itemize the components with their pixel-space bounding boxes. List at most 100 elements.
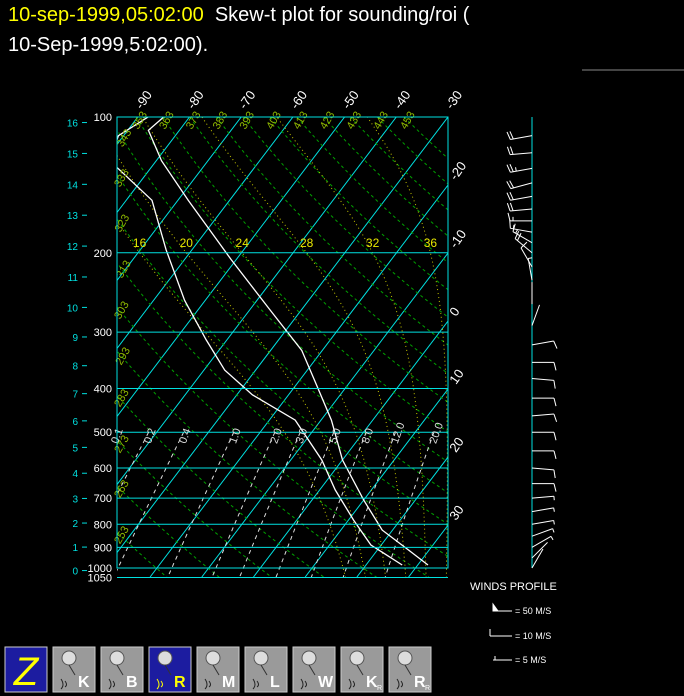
mixing-ratio — [211, 431, 276, 577]
barb-flag — [514, 230, 520, 239]
isotherm-label: -30 — [442, 88, 465, 112]
barb-flag — [507, 212, 511, 222]
barb-flag — [515, 229, 518, 234]
wind-barb — [520, 241, 533, 268]
balloon-icon — [205, 650, 221, 666]
barb-shaft — [531, 535, 552, 548]
balloon-string — [308, 664, 316, 676]
dry-adiabat — [117, 173, 448, 494]
signal-icon — [156, 678, 163, 690]
toolbar-button[interactable]: M — [196, 646, 240, 693]
height-label: 3 — [72, 494, 78, 505]
wind-barb — [531, 519, 555, 525]
mixing-ratio-label: 5.0 — [327, 427, 344, 445]
barb-flag — [553, 520, 555, 525]
toolbar-button[interactable]: Z — [4, 646, 48, 694]
isotherm — [117, 117, 448, 554]
height-label: 15 — [67, 149, 79, 160]
mixing-ratio — [167, 431, 235, 577]
signal-icon — [108, 678, 115, 690]
height-label: 12 — [67, 242, 79, 253]
button-label: R — [174, 674, 186, 691]
dry-adiabat-label: 393 — [238, 110, 258, 132]
barb-shaft — [527, 258, 533, 281]
dry-adiabat — [117, 350, 378, 577]
wind-barb — [506, 191, 533, 201]
barb-flag — [506, 203, 511, 212]
height-label: 7 — [72, 390, 78, 401]
wind-barb — [531, 413, 558, 422]
barb-flag — [553, 507, 555, 512]
dry-adiabat-label: 363 — [157, 110, 177, 132]
moist-adiabat-label: 36 — [424, 236, 438, 250]
balloon-icon — [109, 650, 125, 666]
wind-barb — [514, 230, 533, 254]
barb-shaft — [510, 167, 533, 173]
height-label: 1 — [72, 543, 78, 554]
height-label: 11 — [68, 273, 79, 284]
barb-flag — [553, 380, 556, 389]
toolbar-button[interactable]: R — [148, 646, 192, 693]
isotherm — [117, 117, 397, 486]
balloon-string — [356, 664, 364, 676]
button-bg — [4, 646, 48, 693]
dry-adiabat — [117, 439, 273, 577]
barb-shaft — [531, 377, 554, 381]
mixing-ratio-label: 2.0 — [268, 427, 285, 445]
height-label: 2 — [72, 519, 78, 530]
dry-adiabat-label: 343 — [115, 127, 135, 149]
toolbar-button[interactable]: L — [244, 646, 288, 693]
button-sub: R — [377, 685, 382, 692]
barb-flag — [506, 192, 511, 201]
barb-shaft — [512, 231, 533, 244]
dry-adiabat-label: 453 — [398, 110, 418, 132]
wind-barb — [531, 548, 544, 569]
toolbar-button[interactable]: B — [100, 646, 144, 693]
dry-adiabat — [242, 117, 448, 318]
dry-adiabat-label: 433 — [345, 110, 365, 132]
dry-adiabat — [117, 262, 448, 557]
moist-adiabat-label: 16 — [133, 236, 147, 250]
isotherm — [117, 117, 294, 350]
height-label: 14 — [67, 180, 79, 191]
pressure-label: 1000 — [88, 563, 112, 575]
isotherm-label: 20 — [446, 434, 467, 454]
balloon-string — [404, 664, 412, 676]
legend-pennant — [492, 602, 499, 612]
dry-adiabat-label: 323 — [113, 213, 133, 235]
mixing-ratio — [117, 431, 185, 572]
barb-shaft — [531, 413, 554, 417]
signal-icon — [204, 678, 211, 690]
moist-adiabat-label: 24 — [236, 236, 250, 250]
pressure-label: 300 — [94, 327, 112, 339]
pressure-label: 1050 — [88, 573, 112, 585]
wind-barb — [532, 450, 557, 460]
barb-shaft — [510, 152, 533, 156]
barb-flag — [509, 191, 514, 200]
signal-icon — [300, 678, 307, 690]
plot-area — [117, 117, 448, 577]
wind-barb — [531, 542, 548, 559]
toolbar-button[interactable]: K — [52, 646, 96, 693]
barb-flag — [520, 241, 528, 249]
mixing-ratio-label: 0.4 — [177, 427, 194, 445]
balloon-string — [260, 664, 268, 676]
isotherm — [356, 456, 448, 577]
dry-adiabat — [350, 117, 448, 211]
isotherm — [149, 184, 448, 577]
wind-barb — [506, 163, 533, 173]
toolbar-button[interactable]: W — [292, 646, 336, 693]
pressure-label: 600 — [94, 463, 112, 475]
button-label: Z — [13, 650, 40, 694]
mixing-ratio-label: 12.0 — [389, 421, 408, 445]
isotherm-label: -60 — [287, 88, 310, 112]
barb-flag — [512, 223, 516, 232]
isotherm-label: -70 — [235, 88, 258, 112]
legend-label: = 10 M/S — [515, 631, 551, 641]
height-label: 4 — [72, 469, 78, 480]
